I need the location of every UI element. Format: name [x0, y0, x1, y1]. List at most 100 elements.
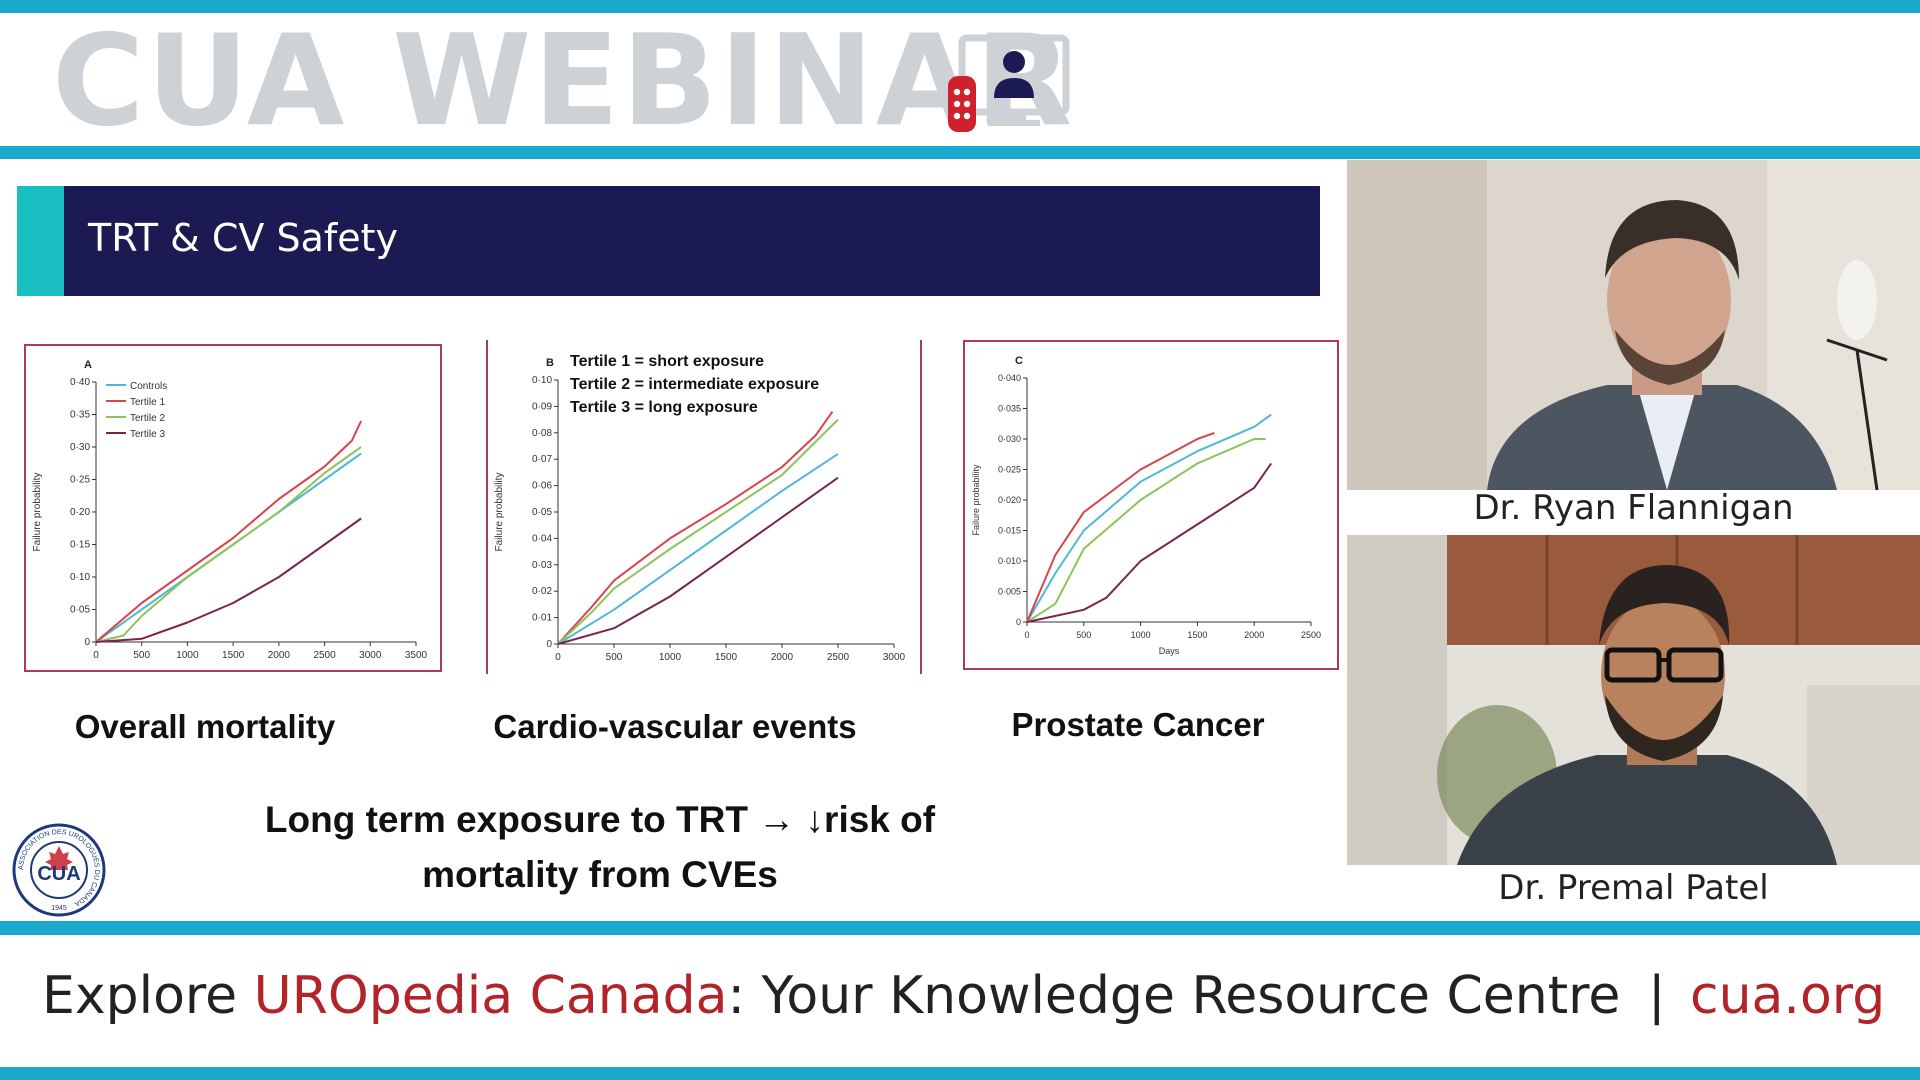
chart-a-legend-label: Tertile 3 — [130, 429, 165, 440]
chart-c-y-tick-label: 0 — [1016, 617, 1021, 627]
chart-c-y-tick-label: 0·025 — [998, 465, 1021, 475]
takeaway-line-2: mortality from CVEs — [422, 854, 778, 895]
chart-a-series-4 — [95, 517, 362, 643]
webinar-monitor-person-icon — [948, 34, 1070, 132]
participant-name-1: Dr. Ryan Flannigan — [1473, 488, 1794, 528]
slide-title: TRT & CV Safety — [88, 216, 399, 260]
chart-a-y-label: Failure probability — [32, 473, 43, 552]
participant-video-2 — [1347, 535, 1920, 865]
chart-b-series-4 — [557, 476, 839, 645]
footer-uropedia-link[interactable]: UROpedia Canada — [253, 966, 728, 1026]
chart-c-series-1 — [1026, 413, 1272, 623]
footer-cua-link[interactable]: cua.org — [1690, 966, 1886, 1026]
chart-a-series-2 — [95, 420, 363, 643]
chart-c-svg: C 0 500 1000 1500 2000 2500 0 0·005 0·010 0·015 0·0… — [971, 355, 1321, 656]
chart-a-y-tick-label: 0·40 — [70, 377, 90, 388]
chart-b-y-tick-label: 0·05 — [532, 507, 552, 518]
slide-header: TRT & CV Safety — [17, 186, 1320, 296]
chart-b-y-tick-label: 0·07 — [532, 454, 552, 465]
chart-a-y-tick-label: 0·15 — [70, 540, 90, 551]
chart-b-x-tick-label: 0 — [555, 652, 561, 663]
footer-separator: | — [1648, 966, 1666, 1026]
chart-a-y-tick-label: 0·30 — [70, 442, 90, 453]
chart-b-y-tick-label: 0·06 — [532, 481, 552, 492]
chart-c-y-tick-label: 0·015 — [998, 526, 1021, 536]
logo-text: CUA — [37, 863, 80, 885]
chart-a-svg: A 0 500 1000 1500 2000 2500 3000 3500 0 0·05 0·10 0·… — [32, 359, 428, 661]
takeaway-line-1: Long term exposure to TRT → ↓risk of — [264, 799, 936, 840]
chart-b-y-tick-label: 0·04 — [532, 533, 552, 544]
chart-b-y-tick-label: 0·08 — [532, 428, 552, 439]
chart-c-x-tick-label: 2000 — [1244, 630, 1264, 640]
chart-a-x-tick-label: 0 — [93, 650, 99, 661]
footer-divider-bottom — [0, 1067, 1920, 1080]
chart-a-y-tick-label: 0·35 — [70, 410, 90, 421]
chart-c-x-tick-label: 0 — [1024, 630, 1029, 640]
chart-b-x-tick-label: 1500 — [715, 652, 738, 663]
chart-a-y-tick-label: 0·10 — [70, 572, 90, 583]
chart-a-y-tick-label: 0·25 — [70, 475, 90, 486]
chart-c-x-tick-label: 2500 — [1301, 630, 1321, 640]
chart-b-series-3 — [557, 418, 839, 645]
chart-b-series-2 — [557, 411, 834, 645]
chart-a-panel-label: A — [84, 359, 92, 371]
chart-c-x-tick-label: 500 — [1076, 630, 1091, 640]
footer-rest: : Your Knowledge Resource Centre — [727, 966, 1621, 1026]
chart-b-panel-label: B — [546, 357, 554, 369]
banner-divider — [0, 146, 1920, 159]
chart-a-x-tick-label: 2500 — [313, 650, 336, 661]
cua-logo: ASSOCIATION DES UROLOGUES DU CANADA CUA … — [12, 823, 106, 917]
chart-b-x-tick-label: 2500 — [827, 652, 850, 663]
chart-a-legend-label: Tertile 1 — [130, 397, 165, 408]
participant-video-1 — [1347, 160, 1920, 490]
chart-a-x-tick-label: 2000 — [268, 650, 291, 661]
chart-b-y-tick-label: 0·03 — [532, 560, 552, 571]
caption-cardiovascular-events: Cardio-vascular events — [493, 708, 857, 745]
chart-b-x-tick-label: 500 — [606, 652, 623, 663]
top-band — [0, 0, 1920, 13]
participant-name-2: Dr. Premal Patel — [1498, 868, 1769, 908]
chart-c-y-tick-label: 0·020 — [998, 495, 1021, 505]
chart-c-x-label: Days — [1159, 646, 1180, 656]
chart-c-y-tick-label: 0·005 — [998, 587, 1021, 597]
chart-c-x-tick-label: 1000 — [1131, 630, 1151, 640]
chart-b-y-tick-label: 0·02 — [532, 586, 552, 597]
chart-c-y-tick-label: 0·030 — [998, 434, 1021, 444]
chart-b-annotation: Tertile 2 = intermediate exposure — [570, 376, 819, 393]
chart-c-y-label: Failure probability — [971, 464, 981, 536]
chart-b-svg: B 0 500 1000 1500 2000 2500 3000 0 0·01 0·02 0·03 0·… — [494, 353, 906, 663]
chart-b-series-1 — [557, 453, 839, 645]
footer-tagline: Explore UROpedia Canada: Your Knowledge … — [42, 966, 1620, 1026]
chart-a-x-tick-label: 500 — [133, 650, 150, 661]
chart-a-legend-label: Tertile 2 — [130, 413, 165, 424]
footer-explore: Explore — [42, 966, 254, 1026]
chart-c-x-tick-label: 1500 — [1187, 630, 1207, 640]
chart-a-y-tick-label: 0·20 — [70, 507, 90, 518]
chart-c-y-tick-label: 0·010 — [998, 556, 1021, 566]
chart-c-series-2 — [1026, 431, 1215, 623]
chart-a-x-tick-label: 3500 — [405, 650, 428, 661]
chart-a-x-tick-label: 3000 — [359, 650, 382, 661]
chart-c-y-tick-label: 0·035 — [998, 404, 1021, 414]
chart-b-x-tick-label: 3000 — [883, 652, 906, 663]
webinar-title: CUA WEBINAR — [52, 7, 1075, 154]
chart-b-x-tick-label: 1000 — [659, 652, 682, 663]
footer-divider-top — [0, 921, 1920, 935]
chart-a-series-3 — [95, 446, 362, 643]
chart-b-y-tick-label: 0·09 — [532, 401, 552, 412]
slide-header-accent — [17, 186, 64, 296]
chart-b-y-tick-label: 0·01 — [532, 613, 552, 624]
chart-b-y-tick-label: 0 — [546, 639, 552, 650]
chart-b-y-tick-label: 0·10 — [532, 375, 552, 386]
caption-prostate-cancer: Prostate Cancer — [1011, 706, 1265, 743]
caption-overall-mortality: Overall mortality — [74, 708, 336, 745]
chart-c-panel-label: C — [1015, 355, 1023, 367]
chart-b-y-label: Failure probability — [494, 473, 505, 552]
logo-year: 1945 — [51, 905, 67, 912]
chart-a-y-tick-label: 0·05 — [70, 605, 90, 616]
chart-c-series-3 — [1026, 438, 1266, 623]
chart-a-legend-label: Controls — [130, 381, 167, 392]
chart-b-annotation: Tertile 1 = short exposure — [570, 353, 764, 370]
chart-a-y-tick-label: 0 — [84, 637, 90, 648]
takeaway-text: Long term exposure to TRT → ↓risk of mor… — [205, 792, 995, 902]
